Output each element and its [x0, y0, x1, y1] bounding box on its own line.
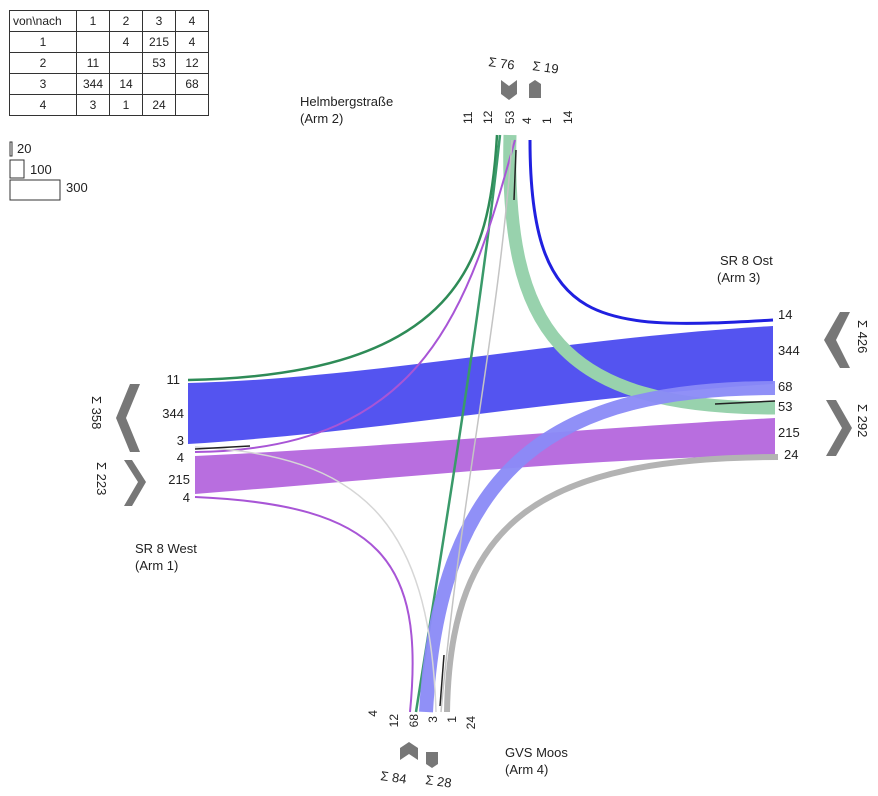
main-bands — [188, 326, 775, 494]
flow-label: 215 — [778, 425, 800, 440]
flow-label: 12 — [481, 110, 495, 124]
matrix-cell: 3 — [76, 94, 110, 116]
west-flow-labels: 11 344 3 4 215 4 — [162, 372, 190, 505]
chevron-up-icon — [529, 80, 541, 98]
sum-label: Σ 426 — [855, 320, 870, 353]
sum-labels: Σ 76 Σ 19 Σ 426 Σ 292 Σ 358 Σ 223 Σ 84 Σ… — [89, 54, 870, 790]
sum-label: Σ 19 — [532, 58, 560, 76]
flow-label: 12 — [387, 714, 401, 728]
matrix-header-row: von\nach 1 2 3 4 — [9, 10, 209, 32]
chevron-right-icon — [826, 400, 852, 456]
matrix-cell: 215 — [142, 31, 176, 53]
flow-moos-to-helmberg — [440, 139, 513, 713]
sum-label: Σ 84 — [380, 768, 408, 786]
flow-west-to-helmberg — [194, 139, 516, 453]
flow-label: 344 — [778, 343, 800, 358]
flow-label: 11 — [167, 372, 181, 387]
chevron-left-icon — [116, 384, 140, 452]
matrix-cell — [175, 94, 209, 116]
flow-label: 3 — [177, 433, 184, 448]
scale-legend: 20 100 300 — [9, 141, 88, 201]
arm-number-helmberg: (Arm 2) — [300, 111, 343, 126]
scale-bar-300 — [9, 179, 61, 201]
chevron-up-icon — [400, 742, 418, 760]
stop-marker — [513, 149, 517, 201]
arm-name-ost: SR 8 Ost — [720, 253, 773, 268]
flow-west-to-moos — [194, 496, 414, 713]
flow-label: 3 — [426, 716, 440, 723]
flow-label: 53 — [503, 110, 517, 124]
ost-flow-labels: 14 344 68 53 215 24 — [778, 307, 800, 462]
matrix-cell: 24 — [142, 94, 176, 116]
arm-name-west: SR 8 West — [135, 541, 197, 556]
direction-arrows — [116, 80, 852, 768]
flow-helmberg-to-west — [187, 134, 499, 382]
arm-number-moos: (Arm 4) — [505, 762, 548, 777]
scale-bar-20 — [9, 141, 13, 157]
od-matrix-table: von\nach 1 2 3 4 1 4 215 4 2 11 53 12 3 … — [9, 10, 209, 116]
matrix-corner-cell: von\nach — [9, 10, 77, 32]
flow-ost-to-moos — [419, 381, 776, 713]
flow-label: 1 — [445, 716, 459, 723]
flow-label: 215 — [168, 472, 190, 487]
chevron-down-icon — [501, 80, 517, 100]
flow-label: 344 — [162, 406, 184, 421]
sum-label: Σ 76 — [488, 54, 516, 72]
flow-label: 1 — [540, 117, 554, 124]
matrix-row: 2 11 53 12 — [9, 52, 209, 74]
matrix-row: 4 3 1 24 — [9, 94, 209, 116]
arm-name-helmberg: Helmbergstraße — [300, 94, 393, 109]
flow-label: 14 — [778, 307, 792, 322]
scale-label-300: 300 — [66, 180, 88, 195]
chevron-down-icon — [426, 752, 438, 768]
flow-label: 4 — [177, 450, 184, 465]
flow-label: 14 — [561, 110, 575, 124]
flow-label: 53 — [778, 399, 792, 414]
sum-label: Σ 28 — [425, 772, 453, 790]
flow-label: 4 — [366, 710, 380, 717]
flow-label: 24 — [464, 716, 478, 730]
flow-label: 68 — [778, 379, 792, 394]
flow-label: 68 — [407, 714, 421, 728]
stop-marker — [439, 654, 445, 707]
flow-helmberg-to-ost — [503, 134, 776, 415]
flow-band-ost-to-west — [188, 326, 773, 444]
stop-marker — [714, 400, 776, 405]
scale-label-100: 100 — [30, 162, 52, 177]
flow-label: 11 — [461, 111, 475, 124]
scale-label-20: 20 — [17, 141, 31, 156]
arm-labels: Helmbergstraße (Arm 2) SR 8 Ost (Arm 3) … — [135, 94, 773, 777]
moos-flow-labels: 4 12 68 3 1 24 — [366, 710, 478, 730]
arm-number-ost: (Arm 3) — [717, 270, 760, 285]
flow-ost-to-helmberg — [528, 139, 774, 325]
scale-bar-100 — [9, 159, 25, 179]
chevron-left-icon — [824, 312, 850, 368]
flow-moos-to-west — [194, 446, 437, 713]
flow-label: 24 — [784, 447, 798, 462]
stop-marker — [194, 445, 251, 450]
flow-moos-to-ost — [444, 454, 779, 713]
matrix-row: 1 4 215 4 — [9, 31, 209, 53]
stop-markers — [194, 149, 776, 707]
chevron-right-icon — [124, 460, 146, 506]
helmberg-flow-labels: 11 12 53 4 1 14 — [461, 110, 575, 124]
sum-label: Σ 223 — [94, 462, 109, 495]
arm-number-west: (Arm 1) — [135, 558, 178, 573]
arm-name-moos: GVS Moos — [505, 745, 568, 760]
sum-label: Σ 358 — [89, 396, 104, 429]
turning-flows — [187, 134, 779, 713]
flow-label: 4 — [183, 490, 190, 505]
flow-label: 4 — [520, 117, 534, 124]
flow-band-west-to-ost — [195, 418, 775, 494]
sum-label: Σ 292 — [855, 404, 870, 437]
